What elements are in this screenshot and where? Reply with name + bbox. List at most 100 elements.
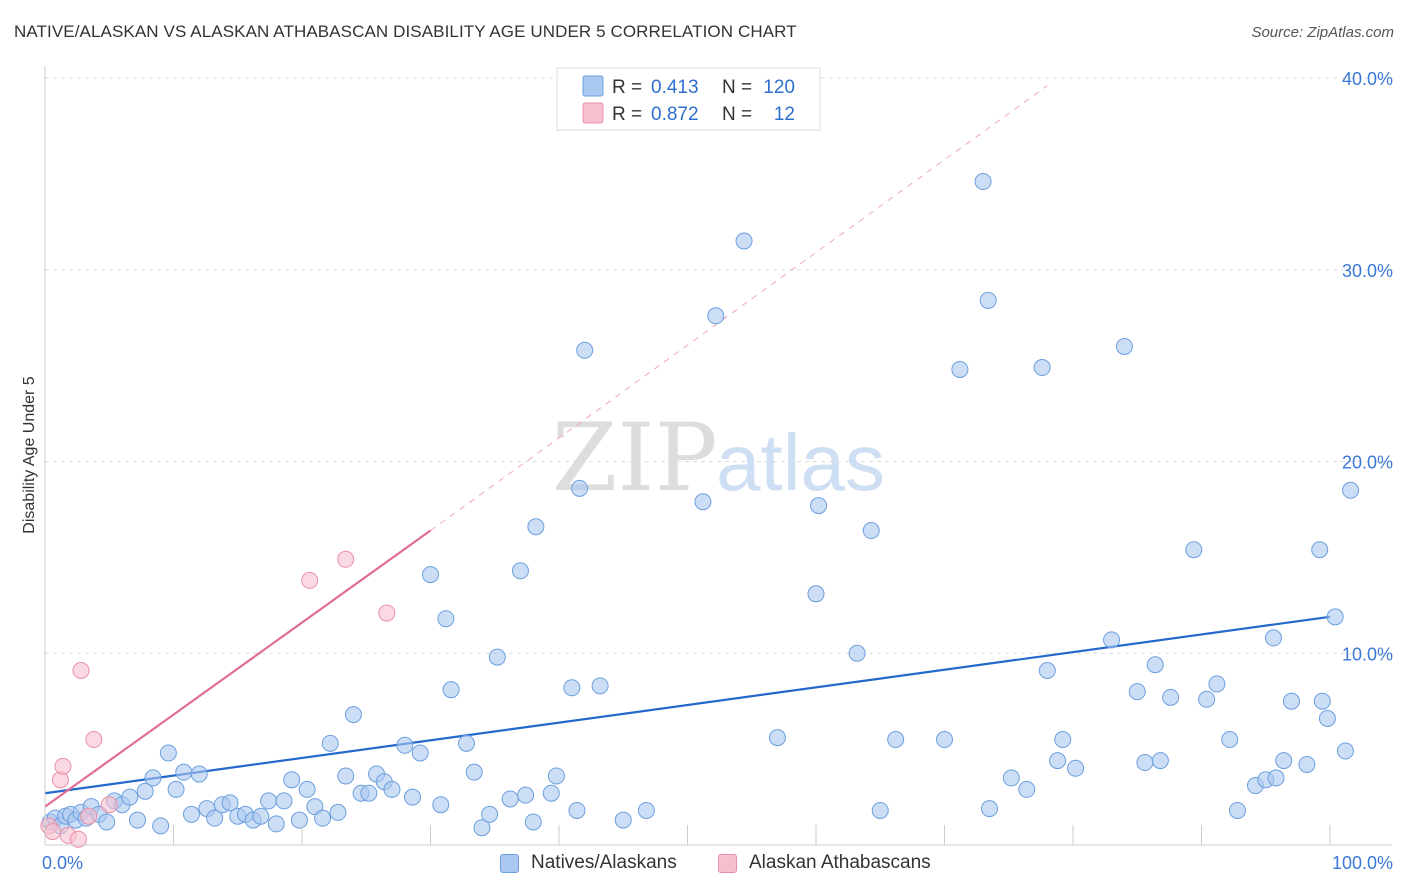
data-point-natives-alaskans <box>290 811 308 829</box>
data-point-natives-alaskans <box>1221 731 1239 749</box>
data-point-alaskan-athabascans <box>44 823 62 841</box>
data-point-natives-alaskans <box>936 731 953 749</box>
data-point-alaskan-athabascans <box>72 662 90 680</box>
data-point-natives-alaskans <box>568 801 586 819</box>
data-point-natives-alaskans <box>1313 692 1331 710</box>
data-point-natives-alaskans <box>871 801 889 819</box>
source-label: Source: ZipAtlas.com <box>1251 24 1394 41</box>
data-point-natives-alaskans <box>121 788 139 806</box>
data-point-natives-alaskans <box>1033 359 1051 377</box>
data-point-natives-alaskans <box>275 792 293 810</box>
data-point-natives-alaskans <box>206 809 224 827</box>
data-point-natives-alaskans <box>344 706 362 724</box>
data-point-natives-alaskans <box>98 813 116 831</box>
data-point-natives-alaskans <box>167 780 185 798</box>
y-axis-label: Disability Age Under 5 <box>21 376 38 534</box>
data-point-natives-alaskans <box>517 786 535 804</box>
x-tick-label: 100.0% <box>1332 853 1393 873</box>
data-point-alaskan-athabascans <box>378 604 396 622</box>
data-point-natives-alaskans <box>637 801 655 819</box>
data-point-natives-alaskans <box>542 784 560 802</box>
data-point-natives-alaskans <box>1208 675 1226 693</box>
data-point-natives-alaskans <box>1298 755 1316 773</box>
legend-item-alaskan-athabascans[interactable]: Alaskan Athabascans <box>718 852 931 874</box>
data-point-natives-alaskans <box>1128 683 1146 701</box>
data-point-alaskan-athabascans <box>100 796 118 814</box>
data-point-natives-alaskans <box>396 736 414 754</box>
data-point-natives-alaskans <box>979 291 997 309</box>
data-point-natives-alaskans <box>144 769 162 787</box>
data-point-natives-alaskans <box>329 803 347 821</box>
data-point-natives-alaskans <box>974 173 992 191</box>
data-point-natives-alaskans <box>1038 662 1056 680</box>
data-point-natives-alaskans <box>1326 608 1344 626</box>
data-point-natives-alaskans <box>298 780 316 798</box>
data-point-natives-alaskans <box>1136 754 1154 772</box>
data-point-natives-alaskans <box>481 805 499 823</box>
axes: 10.0% 20.0% 30.0% 40.0% 0.0% 100.0% <box>42 66 1393 873</box>
data-point-natives-alaskans <box>283 771 301 789</box>
data-point-natives-alaskans <box>1049 752 1067 770</box>
data-point-natives-alaskans <box>1282 692 1300 710</box>
legend-swatch-pink <box>718 853 737 873</box>
data-point-natives-alaskans <box>383 780 401 798</box>
data-point-natives-alaskans <box>404 788 422 806</box>
data-point-natives-alaskans <box>457 734 475 752</box>
watermark: ZIP atlas <box>552 404 885 513</box>
data-point-natives-alaskans <box>848 644 866 662</box>
stats-n-value-blue: 120 <box>763 77 795 98</box>
legend-item-natives-alaskans[interactable]: Natives/Alaskans <box>500 852 677 874</box>
data-point-natives-alaskans <box>511 562 529 580</box>
data-point-natives-alaskans <box>136 782 154 800</box>
trend-line-alaskan-athabascans <box>44 529 432 808</box>
data-point-natives-alaskans <box>1342 481 1360 499</box>
data-point-natives-alaskans <box>527 518 545 536</box>
data-point-natives-alaskans <box>152 817 170 835</box>
data-point-natives-alaskans <box>1275 752 1293 770</box>
data-point-natives-alaskans <box>735 232 753 250</box>
stats-r-label-blue: R = <box>612 77 642 98</box>
series-legend: Natives/Alaskans Alaskan Athabascans <box>0 852 1406 876</box>
data-point-natives-alaskans <box>221 794 239 812</box>
data-point-natives-alaskans <box>190 765 208 783</box>
data-point-alaskan-athabascans <box>69 830 87 848</box>
data-point-natives-alaskans <box>887 731 905 749</box>
y-tick-label: 40.0% <box>1342 69 1393 89</box>
data-point-natives-alaskans <box>432 796 450 814</box>
data-point-alaskan-athabascans <box>85 731 103 749</box>
data-point-natives-alaskans <box>473 819 491 837</box>
data-point-natives-alaskans <box>1162 688 1180 706</box>
data-point-natives-alaskans <box>1054 731 1072 749</box>
watermark-zip: ZIP <box>552 404 718 513</box>
data-point-natives-alaskans <box>260 792 278 810</box>
data-point-alaskan-athabascans <box>301 571 319 589</box>
data-point-natives-alaskans <box>129 811 147 829</box>
y-tick-label: 10.0% <box>1342 644 1393 664</box>
data-point-natives-alaskans <box>422 566 439 584</box>
data-point-natives-alaskans <box>862 522 880 540</box>
data-point-natives-alaskans <box>1267 769 1285 787</box>
data-point-natives-alaskans <box>707 307 725 325</box>
data-point-natives-alaskans <box>360 784 378 802</box>
stats-r-value-blue: 0.413 <box>651 77 699 98</box>
stats-swatch-pink <box>582 102 604 124</box>
data-point-natives-alaskans <box>1264 629 1282 647</box>
data-point-natives-alaskans <box>1198 690 1216 708</box>
data-point-natives-alaskans <box>1002 769 1020 787</box>
stats-legend: R = 0.413 N = 120 R = 0.872 N = 12 <box>556 67 821 131</box>
trend-line-natives-alaskans <box>44 615 1331 795</box>
data-point-natives-alaskans <box>810 497 828 515</box>
data-point-natives-alaskans <box>465 763 483 781</box>
data-point-natives-alaskans <box>563 679 581 697</box>
data-point-alaskan-athabascans <box>54 757 72 775</box>
legend-swatch-blue <box>500 853 519 873</box>
stats-n-label-pink: N = <box>722 104 752 125</box>
data-point-natives-alaskans <box>1103 631 1121 649</box>
data-point-natives-alaskans <box>571 479 589 497</box>
stats-swatch-blue <box>582 75 604 97</box>
data-point-natives-alaskans <box>694 493 712 511</box>
data-point-natives-alaskans <box>1336 742 1354 760</box>
data-point-natives-alaskans <box>1228 801 1246 819</box>
data-point-natives-alaskans <box>159 744 177 762</box>
